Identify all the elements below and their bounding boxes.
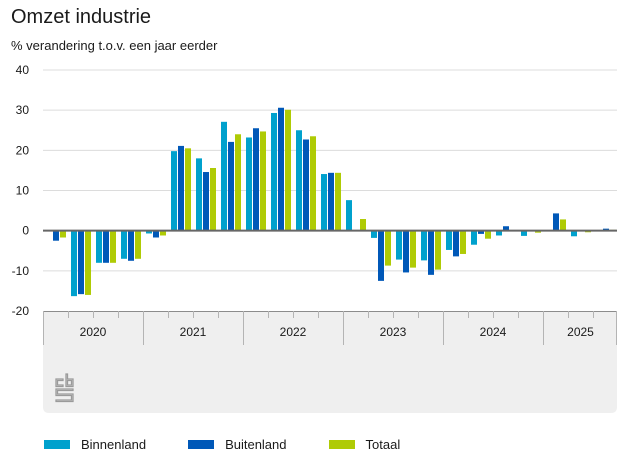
chart-title: Omzet industrie — [11, 6, 152, 28]
bar-binnenland — [396, 230, 402, 260]
bar-totaal — [335, 172, 341, 231]
x-tick-label: 2021 — [180, 325, 207, 339]
bar-totaal — [110, 230, 116, 263]
legend-label: Buitenland — [225, 437, 287, 452]
y-axis-ticks: 40 30 20 10 0 -10 -20 — [12, 63, 30, 318]
bar-buitenland — [603, 228, 609, 231]
legend-swatch-totaal — [328, 440, 355, 449]
legend-swatch-binnenland — [44, 440, 70, 449]
bar-buitenland — [553, 213, 559, 231]
x-axis-background — [43, 311, 617, 413]
bar-buitenland — [153, 230, 159, 238]
bar-totaal — [560, 219, 566, 231]
bar-totaal — [160, 230, 166, 236]
x-tick-label: 2022 — [280, 325, 307, 339]
bar-binnenland — [421, 230, 427, 261]
bar-binnenland — [371, 230, 377, 238]
bar-binnenland — [196, 158, 202, 231]
legend-label: Binnenland — [81, 437, 147, 452]
x-tick-label: 2020 — [80, 325, 107, 339]
bar-binnenland — [521, 230, 527, 236]
bar-totaal — [185, 148, 191, 231]
bar-totaal — [435, 230, 441, 270]
bar-totaal — [360, 219, 366, 231]
y-tick-label: -20 — [12, 304, 30, 318]
bar-totaal — [385, 230, 391, 266]
x-tick-label: 2023 — [380, 325, 407, 339]
bar-buitenland — [253, 128, 259, 231]
legend: Binnenland Buitenland Totaal — [44, 437, 442, 452]
bar-buitenland — [203, 172, 209, 231]
legend-item-totaal[interactable]: Totaal — [328, 437, 401, 452]
bar-binnenland — [471, 230, 477, 245]
bar-binnenland — [96, 230, 102, 263]
legend-swatch-buitenland — [188, 440, 215, 449]
y-tick-label: 40 — [16, 63, 30, 77]
bar-totaal — [85, 230, 91, 295]
x-axis-panel: 2020 2021 2022 2023 2024 2025 — [43, 311, 617, 413]
bar-totaal — [410, 230, 416, 268]
x-tick-label: 2024 — [480, 325, 507, 339]
bar-buitenland — [428, 230, 434, 275]
bar-buitenland — [78, 230, 84, 295]
bar-binnenland — [571, 230, 577, 237]
x-tick-label: 2025 — [567, 325, 594, 339]
y-tick-label: -10 — [12, 264, 30, 278]
bar-buitenland — [503, 226, 509, 231]
bar-totaal — [210, 168, 216, 231]
bar-buitenland — [53, 230, 59, 241]
bar-buitenland — [478, 230, 484, 234]
bar-binnenland — [71, 230, 77, 297]
bar-buitenland — [178, 145, 184, 231]
legend-item-buitenland[interactable]: Buitenland — [188, 437, 287, 452]
bar-buitenland — [303, 139, 309, 231]
bar-buitenland — [228, 141, 234, 231]
bar-buitenland — [278, 107, 284, 231]
bar-totaal — [135, 230, 141, 259]
gridlines — [43, 69, 617, 272]
bars — [46, 107, 616, 297]
chart-subtitle: % verandering t.o.v. een jaar eerder — [11, 38, 218, 53]
bar-binnenland — [446, 230, 452, 250]
bar-binnenland — [121, 230, 127, 259]
legend-item-binnenland[interactable]: Binnenland — [44, 437, 146, 452]
y-tick-label: 30 — [16, 103, 30, 117]
bar-buitenland — [378, 230, 384, 281]
bar-binnenland — [221, 121, 227, 231]
bar-totaal — [60, 230, 66, 238]
legend-label: Totaal — [365, 437, 401, 452]
bar-totaal — [535, 230, 541, 233]
bar-totaal — [460, 230, 466, 254]
bar-binnenland — [321, 174, 327, 231]
bar-binnenland — [146, 230, 152, 234]
bar-binnenland — [246, 137, 252, 231]
y-tick-label: 10 — [16, 184, 30, 198]
bar-binnenland — [171, 151, 177, 231]
bar-buitenland — [328, 172, 334, 231]
bar-binnenland — [346, 200, 352, 231]
bar-totaal — [235, 134, 241, 231]
cbs-logo-icon — [55, 373, 75, 408]
y-tick-label: 20 — [16, 143, 30, 157]
bar-buitenland — [403, 230, 409, 273]
bar-binnenland — [271, 112, 277, 231]
bar-binnenland — [296, 130, 302, 231]
bar-totaal — [285, 109, 291, 231]
bar-buitenland — [103, 230, 109, 263]
bar-totaal — [260, 131, 266, 231]
bar-totaal — [310, 136, 316, 231]
y-tick-label: 0 — [22, 224, 29, 238]
bar-totaal — [485, 230, 491, 239]
bar-binnenland — [496, 230, 502, 236]
bar-buitenland — [128, 230, 134, 261]
bar-buitenland — [453, 230, 459, 257]
